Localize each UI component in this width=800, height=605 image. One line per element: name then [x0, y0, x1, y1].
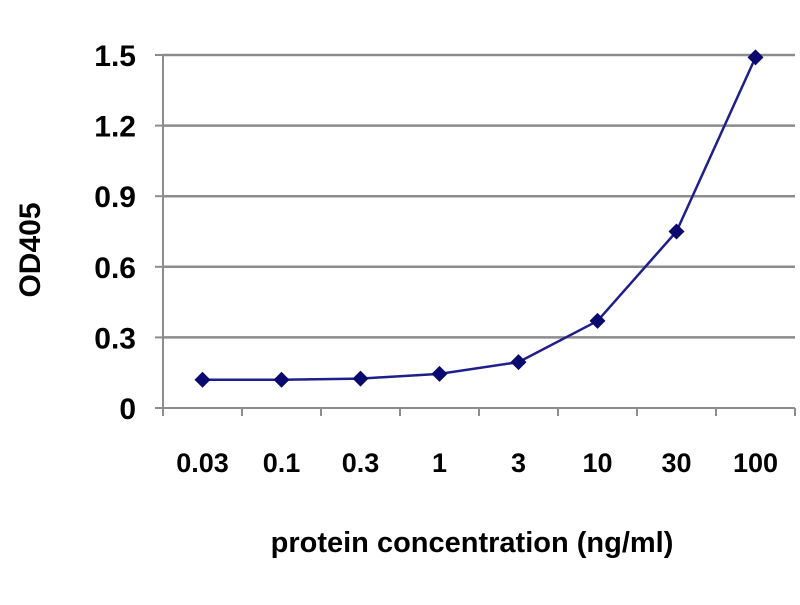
x-tick-label-7: 100 — [733, 448, 778, 478]
y-tick-label-5: 1.5 — [94, 40, 136, 73]
data-point-0-1 — [273, 371, 290, 388]
axis-layer — [155, 54, 796, 416]
x-axis-title: protein concentration (ng/ml) — [271, 527, 674, 559]
data-point-0-7 — [747, 49, 764, 66]
x-tick-label-1: 0.1 — [263, 448, 301, 478]
x-tick-label-4: 3 — [511, 448, 526, 478]
data-point-0-4 — [510, 354, 527, 371]
data-point-0-3 — [431, 365, 448, 382]
y-tick-label-2: 0.6 — [94, 252, 136, 285]
y-axis-title: OD405 — [14, 202, 47, 297]
x-tick-label-5: 10 — [582, 448, 612, 478]
tick-label-layer: 0 0.3 0.6 0.9 1.2 1.5 0.03 0.1 0.3 1 3 10 30 100 — [94, 40, 778, 478]
y-tick-label-0: 0 — [119, 393, 136, 426]
x-tick-label-6: 30 — [661, 448, 691, 478]
data-point-0-0 — [194, 371, 211, 388]
y-tick-label-3: 0.9 — [94, 181, 136, 214]
data-point-0-2 — [352, 370, 369, 387]
series-line-0 — [202, 56, 757, 382]
y-tick-label-4: 1.2 — [94, 111, 136, 144]
data-point-0-5 — [589, 312, 606, 329]
x-tick-label-0: 0.03 — [176, 448, 229, 478]
y-tick-label-1: 0.3 — [94, 322, 136, 355]
x-tick-label-3: 1 — [432, 448, 447, 478]
data-point-0-6 — [668, 223, 685, 240]
series-layer — [194, 49, 764, 388]
grid-layer — [163, 53, 795, 339]
x-tick-label-2: 0.3 — [342, 448, 380, 478]
